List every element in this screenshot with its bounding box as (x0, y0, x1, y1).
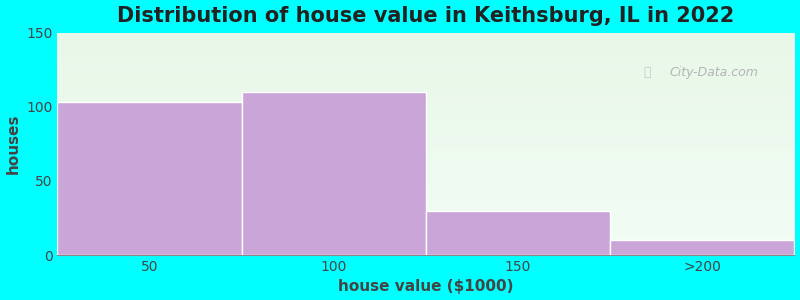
Bar (426, 211, 610, 255)
Bar (58, 102, 242, 255)
Bar (610, 240, 794, 255)
Text: 🔍: 🔍 (643, 66, 651, 79)
Title: Distribution of house value in Keithsburg, IL in 2022: Distribution of house value in Keithsbur… (118, 6, 734, 26)
Y-axis label: houses: houses (6, 114, 21, 174)
X-axis label: house value ($1000): house value ($1000) (338, 279, 514, 294)
Text: City-Data.com: City-Data.com (669, 66, 758, 79)
Bar (242, 92, 426, 255)
